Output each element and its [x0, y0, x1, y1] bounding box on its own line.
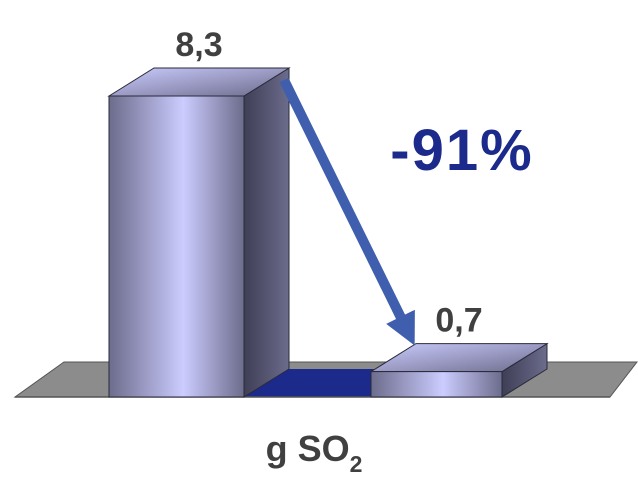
bar-1	[107, 67, 291, 398]
x-axis-label-subscript: 2	[350, 451, 363, 477]
change-annotation: -91%	[390, 118, 533, 183]
labels-layer: 8,3 0,7	[175, 26, 482, 340]
x-axis-label-main: g SO	[266, 428, 350, 469]
data-label-2: 0,7	[435, 302, 482, 340]
bars-layer	[107, 67, 549, 398]
bar-2-front	[370, 371, 503, 398]
data-label-1: 8,3	[175, 26, 222, 64]
bar-1-front	[108, 95, 245, 398]
bar-1-side	[243, 67, 290, 398]
change-arrow	[279, 77, 415, 346]
x-axis-label: g SO2	[266, 428, 363, 477]
bar-2	[369, 342, 549, 398]
